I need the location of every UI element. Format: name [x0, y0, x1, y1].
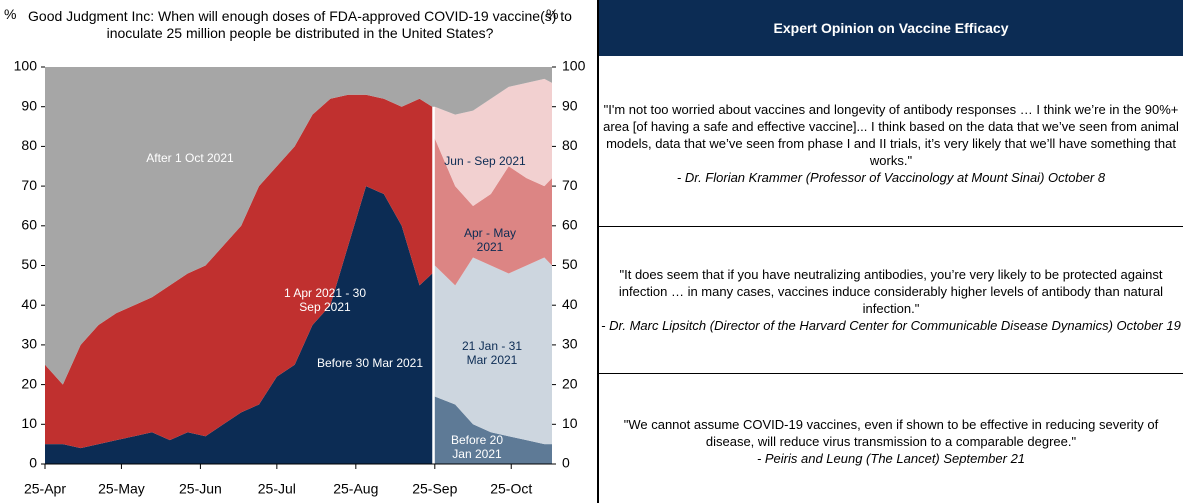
y-tick-label: 50	[21, 256, 37, 272]
y2-tick-label: 60	[562, 217, 578, 233]
separator	[599, 226, 1183, 227]
quote-box: "I'm not too worried about vaccines and …	[599, 60, 1183, 226]
x-tick-label: 25-Jul	[258, 481, 296, 497]
expert-panel: Expert Opinion on Vaccine Efficacy "I'm …	[597, 0, 1183, 503]
y2-tick-label: 0	[562, 455, 570, 471]
y2-tick-label: 50	[562, 256, 578, 272]
quote-box: "It does seem that if you have neutraliz…	[599, 227, 1183, 373]
y-tick-label: 10	[21, 415, 37, 431]
y-tick-label: 40	[21, 296, 37, 312]
series-label: 21 Jan - 31 Mar 2021	[461, 339, 523, 367]
y2-tick-label: 90	[562, 97, 578, 113]
y2-tick-label: 100	[562, 58, 586, 74]
series-label: Before 30 Mar 2021	[316, 356, 424, 370]
y2-axis-label: %	[546, 6, 559, 22]
y2-tick-label: 30	[562, 336, 578, 352]
quote-text: "I'm not too worried about vaccines and …	[603, 101, 1179, 168]
y-tick-label: 80	[21, 137, 37, 153]
y2-tick-label: 80	[562, 137, 578, 153]
separator	[599, 373, 1183, 374]
chart-title: Good Judgment Inc: When will enough dose…	[28, 8, 572, 41]
quote-text: "It does seem that if you have neutraliz…	[618, 267, 1164, 316]
series-label: Apr - May 2021	[463, 226, 516, 254]
y-tick-label: 60	[21, 217, 37, 233]
series-label: Jun - Sep 2021	[444, 154, 526, 168]
quote-text: "We cannot assume COVID-19 vaccines, eve…	[623, 417, 1159, 449]
quote-author: - Dr. Marc Lipsitch (Director of the Har…	[601, 318, 1181, 333]
y-tick-label: 70	[21, 177, 37, 193]
x-tick-label: 25-Jun	[179, 481, 222, 497]
area-series	[45, 94, 433, 449]
y-tick-label: 0	[29, 455, 37, 471]
y-tick-label: 90	[21, 97, 37, 113]
series-label: 1 Apr 2021 - 30 Sep 2021	[283, 286, 367, 314]
series-label: After 1 Oct 2021	[146, 151, 234, 165]
y2-tick-label: 20	[562, 375, 578, 391]
area-series	[434, 138, 552, 286]
x-tick-label: 25-Oct	[490, 481, 532, 497]
x-tick-label: 25-Apr	[24, 481, 66, 497]
y-axis-label: %	[4, 6, 17, 22]
area-series	[434, 257, 552, 445]
area-series	[434, 396, 552, 464]
area-series	[45, 67, 552, 385]
area-series	[45, 186, 433, 464]
quote-author: - Dr. Florian Krammer (Professor of Vacc…	[676, 169, 1106, 185]
x-tick-label: 25-Sep	[412, 481, 457, 497]
quote-box: "We cannot assume COVID-19 vaccines, eve…	[599, 380, 1183, 503]
x-tick-label: 25-Aug	[333, 481, 378, 497]
chart: 0 10 20 30 40 50 60 70 80 90 100 0 10 20 30 40 50 60 70 80 9…	[14, 58, 586, 497]
x-tick-label: 25-May	[98, 481, 145, 497]
y-tick-label: 100	[14, 58, 38, 74]
y2-tick-label: 10	[562, 415, 578, 431]
y2-tick-label: 40	[562, 296, 578, 312]
quote-author: - Peiris and Leung (The Lancet) Septembe…	[756, 451, 1026, 466]
panel-title: Expert Opinion on Vaccine Efficacy	[599, 0, 1183, 56]
y-tick-label: 20	[21, 375, 37, 391]
area-series	[434, 78, 552, 206]
y2-tick-label: 70	[562, 177, 578, 193]
series-label: Before 20 Jan 2021	[450, 433, 504, 461]
y-tick-label: 30	[21, 336, 37, 352]
